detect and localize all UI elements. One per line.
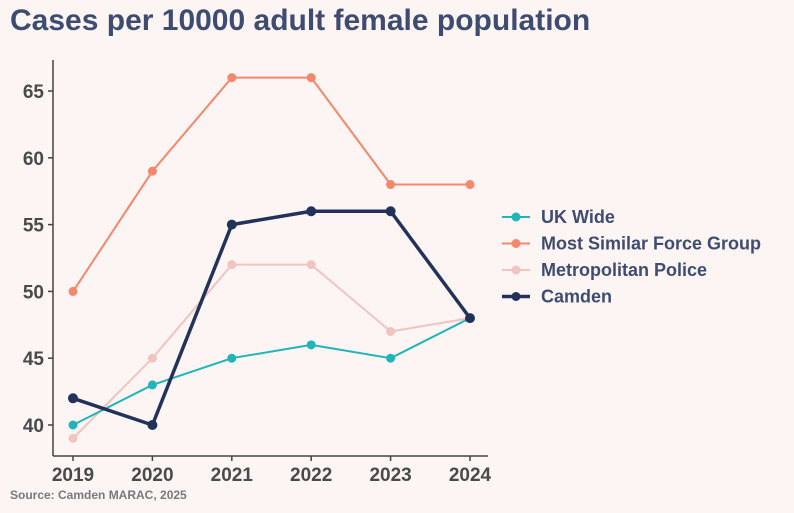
chart-title: Cases per 10000 adult female population xyxy=(10,4,591,37)
legend-marker xyxy=(511,265,521,275)
legend-marker xyxy=(511,292,521,301)
legend-item: Most Similar Force Group xyxy=(502,234,761,254)
x-tick-label: 2023 xyxy=(369,465,411,486)
legend-label: UK Wide xyxy=(541,207,615,227)
data-point xyxy=(306,206,317,217)
series-line xyxy=(72,263,471,440)
y-tick-label: 45 xyxy=(23,349,45,370)
data-point xyxy=(147,420,158,430)
legend-label: Camden xyxy=(541,287,612,307)
y-tick-label: 60 xyxy=(23,149,44,170)
data-point xyxy=(306,260,316,270)
legend-label: Most Similar Force Group xyxy=(541,234,761,254)
series-metropolitan-police xyxy=(68,260,475,443)
data-point xyxy=(227,73,237,83)
legend-item: UK Wide xyxy=(502,207,615,227)
x-tick-label: 2020 xyxy=(131,465,173,486)
y-tick-label: 50 xyxy=(23,282,44,303)
x-tick-label: 2021 xyxy=(211,465,254,486)
series-most-similar-force-group xyxy=(68,73,475,296)
series-camden xyxy=(68,206,475,430)
y-tick-label: 65 xyxy=(23,82,45,103)
data-point xyxy=(147,353,157,363)
legend-item: Camden xyxy=(502,287,612,307)
legend-marker xyxy=(511,239,521,248)
legend-marker xyxy=(511,212,521,222)
data-point xyxy=(386,326,396,336)
data-point xyxy=(385,206,396,217)
data-point xyxy=(306,340,316,350)
data-point xyxy=(147,166,157,176)
data-point xyxy=(68,286,78,296)
data-point xyxy=(227,353,237,363)
legend-item: Metropolitan Police xyxy=(502,260,707,280)
data-point xyxy=(226,219,237,230)
x-tick-label: 2019 xyxy=(52,465,94,486)
data-point xyxy=(465,180,475,190)
legend-label: Metropolitan Police xyxy=(541,260,707,280)
source-note: Source: Camden MARAC, 2025 xyxy=(10,488,187,502)
data-point xyxy=(306,73,316,83)
data-point xyxy=(386,353,396,363)
data-point xyxy=(386,180,396,190)
y-tick-label: 55 xyxy=(23,216,45,237)
data-point xyxy=(465,313,475,324)
x-tick-label: 2022 xyxy=(290,465,332,486)
data-point xyxy=(68,393,78,404)
series-uk-wide xyxy=(68,313,475,430)
data-point xyxy=(227,260,237,270)
data-point xyxy=(68,420,78,430)
series-line xyxy=(72,76,470,292)
y-tick-label: 40 xyxy=(23,416,44,437)
data-point xyxy=(147,380,157,390)
series-line xyxy=(72,209,472,427)
series-line xyxy=(72,317,471,426)
data-point xyxy=(68,433,78,443)
x-tick-label: 2024 xyxy=(449,465,492,486)
